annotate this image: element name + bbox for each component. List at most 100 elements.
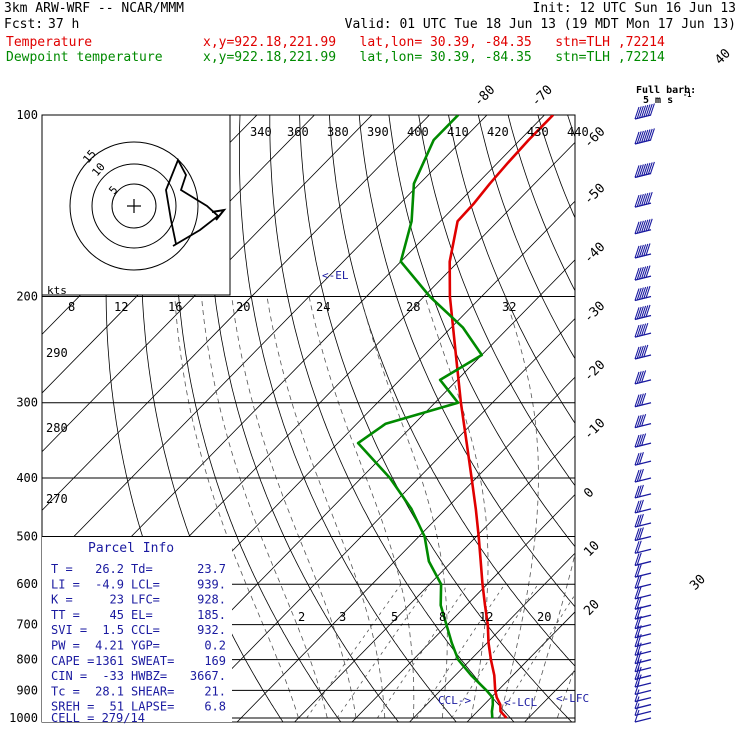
mixing-ratio-line [451,583,539,719]
isotherm-label: 0 [581,485,597,501]
wind-barb-feather [636,596,642,609]
parcel-label: Td= [131,562,153,576]
parcel-value: -4.9 [95,577,124,591]
dry-adiabat-line [448,115,575,424]
isotherm-label: -10 [581,416,608,443]
wind-barb-feather [636,514,642,527]
parcel-label: LFC= [131,593,160,607]
isotherm-label: 20 [581,597,603,619]
wind-barb-feather [647,128,653,142]
dry-adiabat-line [207,115,399,722]
parcel-info-box [42,537,232,722]
hodograph-axis-label: 32 [502,300,516,314]
wind-barb-feather [638,451,644,465]
parcel-value: -33 [102,669,124,683]
mixing-ratio-label: 8 [439,610,446,624]
wind-barb-feather [636,527,642,541]
annotation-label: <-LCL [504,696,537,709]
wind-barb-feather [634,346,640,360]
wind-barb-feather [636,452,642,465]
wind-barb-feather [634,106,640,120]
parcel-value: 1361 [95,654,124,668]
isentrope-label: 420 [487,125,509,139]
wind-barb-feather [634,394,640,407]
wind-barb-feather [641,305,647,319]
hodograph-frame [41,114,231,296]
forecast-label: Fcst: [4,17,44,32]
wind-barb-feather [643,286,649,299]
wind-barb-feather [647,191,653,205]
parcel-label: T = [51,562,73,576]
annotation-label: CCL-> [438,694,471,707]
moist-adiabat-line [360,296,448,719]
wind-barb-feather [636,540,642,553]
wind-barb-feather [636,485,642,498]
wind-barb-feather [634,586,640,600]
wind-barb-feather [636,287,642,301]
dry-adiabat-line [418,115,575,487]
hodograph-axis-label: 20 [236,300,250,314]
wind-barb-feather [638,164,644,177]
hodograph-ring [111,183,157,229]
wind-barb-feather [636,469,642,482]
isotherm-label: -70 [529,83,556,110]
wind-barb-feather [634,528,640,541]
isentrope-label: 270 [46,492,68,506]
isentrope-label: 360 [287,125,309,139]
wind-barb-feather [638,468,644,482]
wind-barb-feather [636,615,642,629]
parcel-value: 169 [204,654,226,668]
parcel-label: CAPE = [51,654,94,668]
wind-barb-feather [634,469,640,483]
barb-legend-title: Full barb: [636,85,696,96]
isentrope-label: 280 [46,421,68,435]
wind-barb-feather [634,194,640,208]
wind-barb-feather [634,651,640,664]
wind-barb-feather [636,586,642,599]
hodograph-trace [165,157,220,247]
wind-barb-feather [634,634,640,647]
parcel-label: EL= [131,608,153,622]
wind-barb-feather [636,552,642,566]
wind-barb-feather [634,415,640,428]
pressure-tick-label: 800 [16,653,38,667]
dry-adiabat-line [388,115,575,548]
wind-barb-staff [634,717,652,723]
wind-barb-feather [634,514,640,528]
parcel-label: Tc = [51,684,80,698]
wind-barb-feather [645,104,651,117]
wind-barb-feather [641,345,647,358]
pressure-tick-label: 200 [16,290,38,304]
wind-barb-feather [641,163,647,177]
isotherm-line [466,611,575,722]
dry-adiabat-line [593,102,740,731]
parcel-label: TT = [51,608,80,622]
wind-barb-feather [645,243,651,256]
parcel-label: CCL= [131,623,160,637]
wind-barb-feather [638,527,644,540]
wind-barb-feather [636,194,642,207]
wind-barb-feather [638,393,644,406]
parcel-value: 23 [110,593,124,607]
pressure-tick-label: 100 [16,108,38,122]
wind-barb-feather [641,413,647,427]
hodograph-unit-label: kts [47,284,67,297]
wind-barb-feather [638,484,644,498]
wind-barb-feather [645,162,651,176]
wind-barb-feather [636,633,642,647]
wind-barb-feather [634,696,640,709]
wind-barb-feather [634,643,640,656]
wind-barb-feather [643,322,649,336]
wind-barb-feather [634,597,640,610]
wind-barb-feather [649,161,655,175]
wind-barb-feather [634,434,640,448]
parcel-value: 21. [204,684,226,698]
wind-barb-feather [636,306,642,320]
annotation-label: <-EL [322,269,349,282]
wind-barb-feather [634,500,640,514]
wind-barb-feather [638,370,644,384]
parcel-label: SVI = [51,623,87,637]
pressure-tick-label: 400 [16,471,38,485]
mixing-ratio-line [497,593,575,719]
